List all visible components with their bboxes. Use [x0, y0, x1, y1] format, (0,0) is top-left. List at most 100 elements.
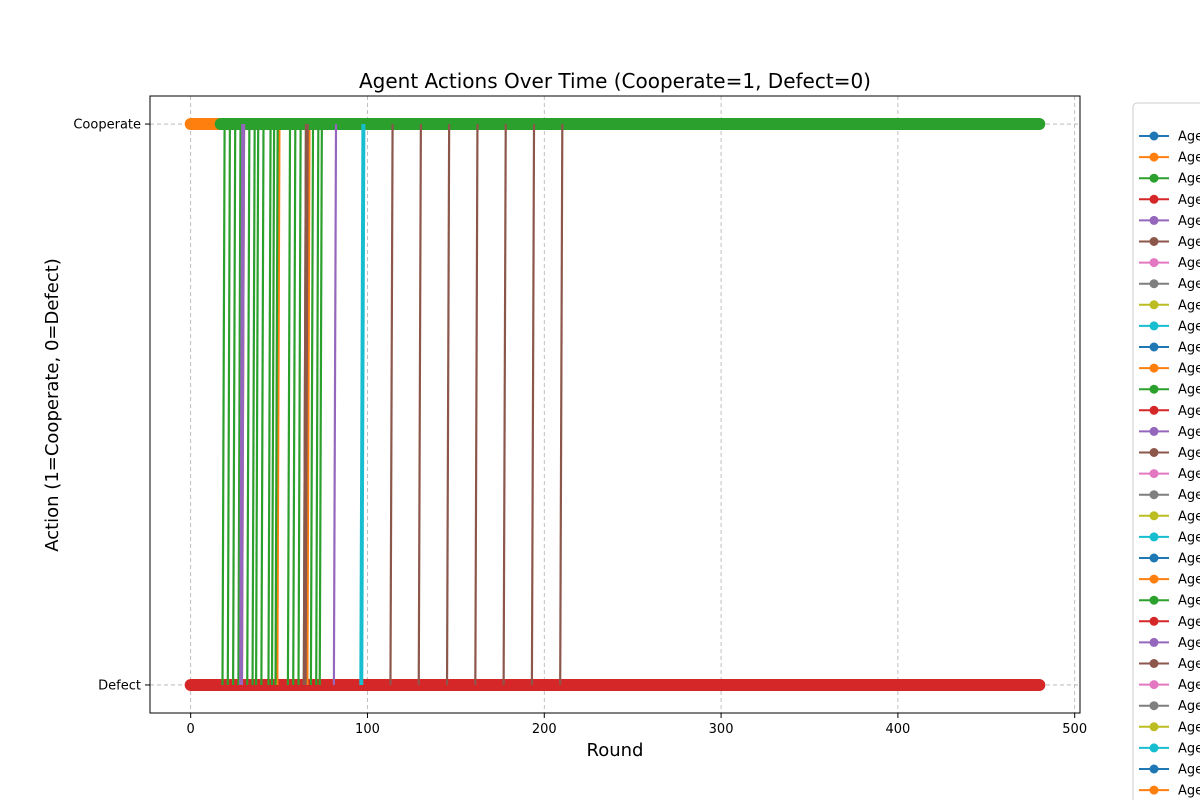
legend-label: Age [1178, 678, 1200, 693]
legend-marker [1149, 469, 1159, 479]
legend-label: Age [1178, 573, 1200, 588]
legend-marker [1149, 321, 1159, 331]
legend-marker [1149, 194, 1159, 204]
series-switch-segment [270, 124, 276, 685]
legend-marker [1149, 279, 1159, 289]
legend-marker [1149, 701, 1159, 711]
legend-label: Age [1178, 298, 1200, 313]
series-switch-segment [361, 124, 366, 685]
y-tick-label: Cooperate [73, 118, 141, 133]
legend-marker [1149, 258, 1159, 268]
series-switch-segment [231, 124, 237, 685]
series-switch-segment [332, 124, 338, 685]
legend-marker [1149, 173, 1159, 183]
series-switch-segment [254, 124, 260, 685]
y-tick-label: Defect [98, 678, 141, 693]
legend-marker [1149, 574, 1159, 584]
legend-label: Age [1178, 530, 1200, 545]
legend-marker [1149, 152, 1159, 162]
x-tick-label: 100 [355, 722, 380, 737]
legend-label: Age [1178, 277, 1200, 292]
series-switch-segment [302, 124, 308, 685]
legend-label: Age [1178, 130, 1200, 145]
series-switch-segment [559, 124, 564, 685]
series-switch-segment [237, 124, 242, 685]
legend-label: Age [1178, 509, 1200, 524]
series-switch-segment [445, 124, 451, 685]
series-switch-segment [260, 124, 265, 685]
series-switch-segment [276, 124, 281, 685]
chart-title: Agent Actions Over Time (Cooperate=1, De… [359, 69, 871, 93]
legend-marker [1149, 743, 1159, 753]
legend-marker [1149, 764, 1159, 774]
legend-label: Age [1178, 699, 1200, 714]
series-switch-segment [474, 124, 479, 685]
x-tick-label: 0 [187, 722, 195, 737]
series-switch-segment [297, 124, 302, 685]
legend-label: Age [1178, 488, 1200, 503]
legend-marker [1149, 680, 1159, 690]
series-switch-segment [417, 124, 422, 685]
series-switch-segment [389, 124, 394, 685]
x-axis-ticks: 0 100 200 300 400 500 [187, 713, 1087, 737]
legend-label: Age [1178, 214, 1200, 229]
series-switch-segment [306, 124, 311, 685]
series-switch-segment [267, 124, 272, 685]
legend-marker [1149, 785, 1159, 795]
legend-label: Age [1178, 256, 1200, 271]
series-layer [184, 118, 1046, 691]
legend-marker [1149, 300, 1159, 310]
legend-label: Age [1178, 594, 1200, 609]
legend-label: Age [1178, 319, 1200, 334]
x-tick-label: 200 [532, 722, 557, 737]
legend-label: Age [1178, 383, 1200, 398]
legend-marker [1149, 448, 1159, 457]
legend-label: Age [1178, 615, 1200, 630]
legend-label: Age [1178, 720, 1200, 735]
legend-label: Age [1178, 467, 1200, 482]
series-switch-segment [226, 124, 232, 685]
x-axis-label: Round [587, 740, 644, 761]
x-tick-label: 500 [1062, 722, 1087, 737]
series-switch-segment [221, 124, 226, 685]
series-line [359, 124, 366, 685]
legend-label: Age [1178, 741, 1200, 756]
legend-label: Age [1178, 425, 1200, 440]
legend-marker [1149, 616, 1159, 626]
legend-label: Age [1178, 193, 1200, 208]
legend-label: Age [1178, 362, 1200, 377]
legend-label: Age [1178, 235, 1200, 250]
legend-label: Age [1178, 657, 1200, 672]
legend-marker [1149, 131, 1159, 141]
series-line [239, 124, 338, 685]
series-switch-segment [309, 124, 315, 685]
x-tick-label: 300 [709, 722, 734, 737]
legend-label: Age [1178, 636, 1200, 651]
legend-marker [1149, 511, 1159, 521]
legend-label: Age [1178, 404, 1200, 419]
legend-marker [1149, 659, 1159, 668]
legend-marker [1149, 426, 1159, 436]
legend: Age Age Age Age Age Age Age Age Age Age Age Age Age A… [1132, 102, 1200, 800]
legend-label: Age [1178, 552, 1200, 567]
series-switch-segment [304, 124, 309, 685]
legend-marker [1149, 490, 1159, 500]
legend-label: Age [1178, 172, 1200, 187]
series-line [214, 118, 1046, 685]
series-switch-segment [318, 124, 323, 685]
series-switch-segment [239, 124, 244, 685]
series-line [302, 124, 564, 685]
series-switch-segment [286, 124, 292, 685]
series-switch-segment [246, 124, 251, 685]
legend-marker [1149, 363, 1159, 373]
legend-marker [1149, 595, 1159, 605]
legend-marker [1149, 384, 1159, 394]
series-switch-segment [502, 124, 507, 685]
legend-marker [1149, 722, 1159, 732]
series-switch-segment [292, 124, 297, 685]
legend-label: Age [1178, 446, 1200, 461]
legend-label: Age [1178, 784, 1200, 799]
legend-label: Age [1178, 151, 1200, 166]
y-axis-label: Action (1=Cooperate, 0=Defect) [42, 258, 63, 552]
